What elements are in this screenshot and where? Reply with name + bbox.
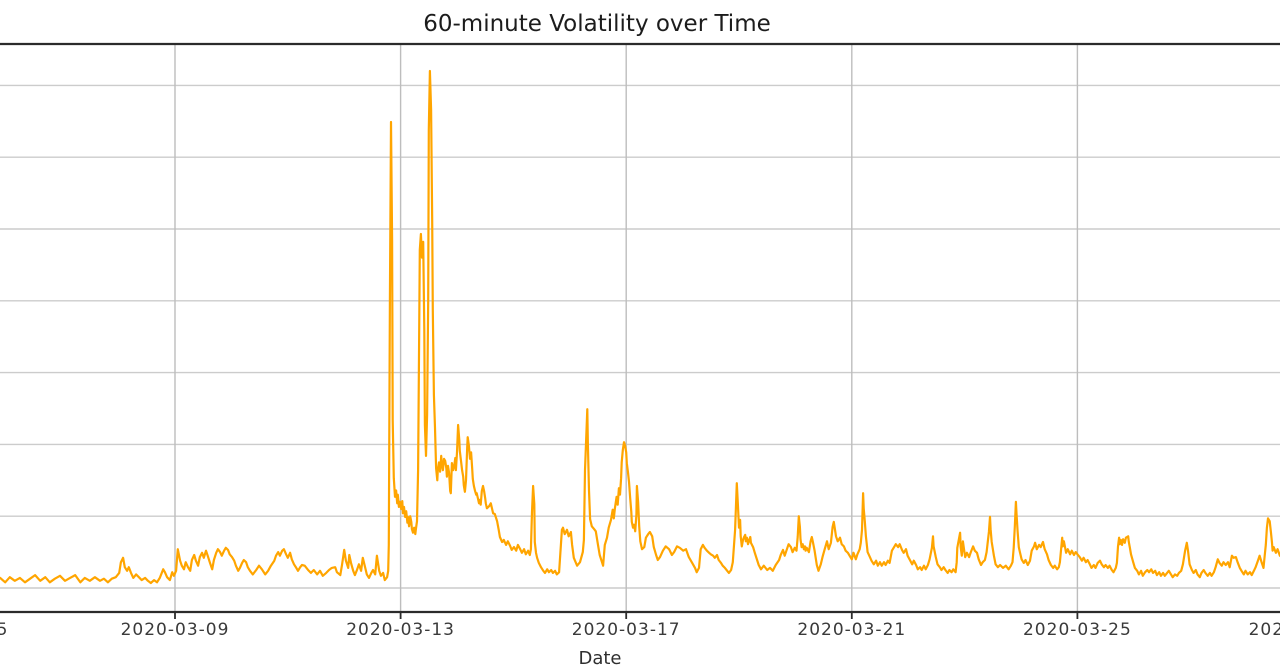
x-tick-label: 2020-03-13 — [346, 620, 455, 640]
chart-title: 60-minute Volatility over Time — [423, 11, 771, 37]
x-tick-label: 2020-03-21 — [797, 620, 907, 640]
x-tick-label: 2020-03-29 — [1248, 620, 1280, 640]
x-tick-label: 2020-03-25 — [1022, 620, 1132, 640]
x-tick-label: 2020-03-17 — [571, 620, 681, 640]
horizontal-gridlines — [0, 84, 1280, 589]
axis-spines — [0, 42, 1280, 614]
x-tick-label: 2020-03-05 — [0, 620, 9, 640]
vertical-gridlines — [174, 44, 1079, 612]
x-axis-title: Date — [578, 648, 622, 669]
x-tick-label: 2020-03-09 — [120, 620, 230, 640]
x-axis-tick-marks — [174, 612, 1079, 619]
volatility-line — [0, 69, 1280, 585]
